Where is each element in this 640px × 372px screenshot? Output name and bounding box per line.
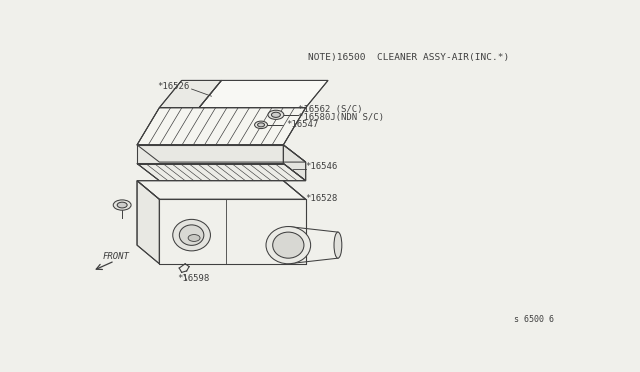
Circle shape (268, 110, 284, 119)
Ellipse shape (173, 219, 211, 251)
Ellipse shape (273, 232, 304, 258)
Text: s 6500 6: s 6500 6 (514, 315, 554, 324)
Polygon shape (159, 80, 221, 108)
Circle shape (257, 123, 264, 127)
Polygon shape (199, 80, 328, 108)
Text: *16562 (S/C): *16562 (S/C) (298, 105, 363, 114)
Text: FRONT: FRONT (102, 253, 129, 262)
Text: NOTE)16500  CLEANER ASSY-AIR(INC.*): NOTE)16500 CLEANER ASSY-AIR(INC.*) (308, 53, 509, 62)
Ellipse shape (334, 232, 342, 258)
Polygon shape (284, 145, 306, 181)
Circle shape (271, 112, 280, 118)
Text: *16546: *16546 (306, 162, 338, 171)
Polygon shape (159, 199, 306, 264)
Circle shape (113, 200, 131, 210)
Circle shape (255, 121, 268, 129)
Ellipse shape (266, 227, 310, 264)
Text: *16580J(NDN S/C): *16580J(NDN S/C) (298, 113, 384, 122)
Text: *16598: *16598 (177, 274, 209, 283)
Polygon shape (137, 181, 159, 264)
Text: *16547: *16547 (286, 120, 318, 129)
Ellipse shape (179, 225, 204, 246)
Polygon shape (137, 145, 284, 164)
Circle shape (117, 202, 127, 208)
Polygon shape (137, 108, 306, 145)
Circle shape (188, 235, 200, 241)
Polygon shape (137, 145, 306, 162)
Polygon shape (137, 181, 306, 199)
Text: *16528: *16528 (306, 194, 338, 203)
Text: *16526: *16526 (157, 82, 189, 91)
Polygon shape (137, 164, 306, 181)
